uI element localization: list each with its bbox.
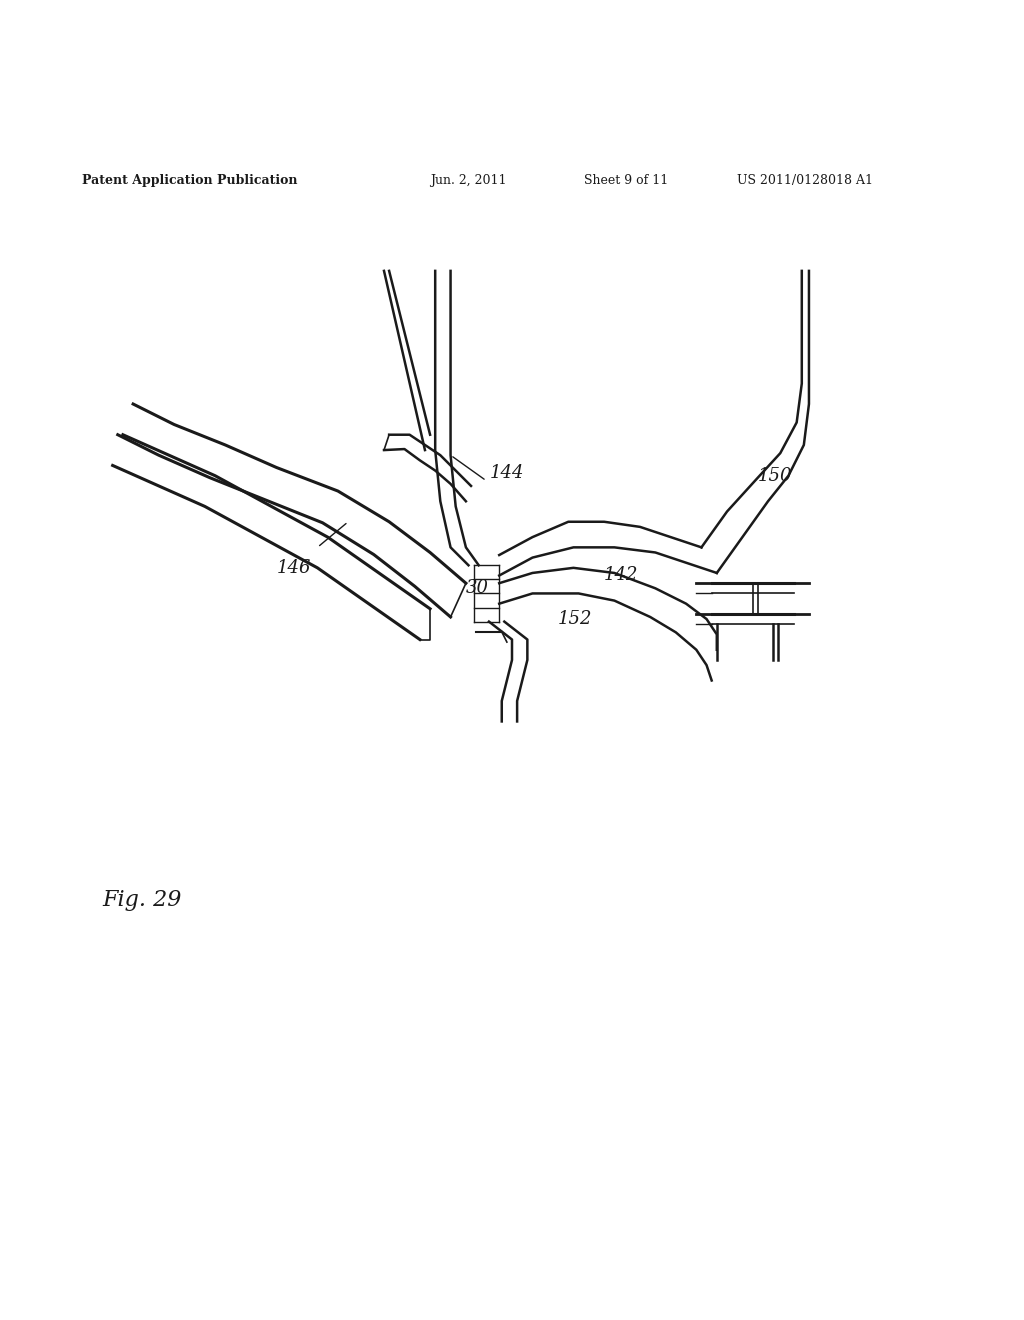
Text: 142: 142: [604, 566, 639, 585]
Text: US 2011/0128018 A1: US 2011/0128018 A1: [737, 174, 873, 187]
Text: 30: 30: [466, 579, 488, 598]
Text: 144: 144: [489, 463, 524, 482]
Text: 146: 146: [276, 558, 311, 577]
Text: Patent Application Publication: Patent Application Publication: [82, 174, 297, 187]
Text: Sheet 9 of 11: Sheet 9 of 11: [584, 174, 668, 187]
Text: 150: 150: [758, 467, 793, 484]
Text: 152: 152: [558, 610, 593, 628]
Text: Jun. 2, 2011: Jun. 2, 2011: [430, 174, 507, 187]
Text: Fig. 29: Fig. 29: [102, 888, 182, 911]
